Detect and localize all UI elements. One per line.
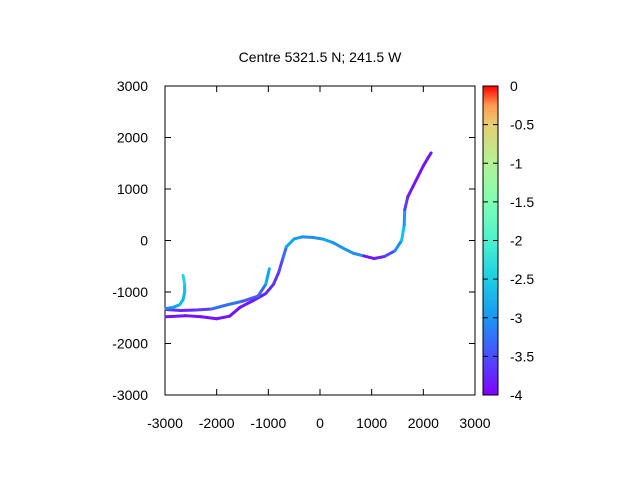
- colorbar-tick-label: -2.5: [510, 271, 534, 287]
- track-segment: [256, 282, 268, 298]
- track-segment: [416, 164, 425, 178]
- track-segment: [241, 294, 260, 303]
- track-segment: [362, 254, 376, 261]
- colorbar-tick-label: 0: [510, 78, 518, 94]
- y-tick-label: 0: [140, 233, 148, 249]
- track-segment: [400, 223, 406, 242]
- y-tick-label: 2000: [117, 130, 148, 146]
- track-segment: [281, 245, 288, 261]
- colorbar-tick-label: -0.5: [510, 117, 534, 133]
- y-tick-label: 1000: [117, 181, 148, 197]
- track-segment: [421, 155, 430, 168]
- x-tick-label: 3000: [459, 415, 490, 431]
- track-segment: [225, 299, 244, 307]
- x-tick-label: 2000: [408, 415, 439, 431]
- track-segment: [210, 303, 229, 311]
- colorbar-tick-label: -4: [510, 387, 523, 403]
- chart-title: Centre 5321.5 N; 241.5 W: [239, 49, 402, 65]
- y-tick-label: -3000: [112, 387, 148, 403]
- track-segment: [393, 239, 404, 253]
- track-segment: [310, 235, 325, 241]
- track-segment: [402, 208, 407, 227]
- track-segment: [179, 308, 198, 313]
- track-segment: [251, 292, 268, 303]
- track-segment: [181, 274, 187, 286]
- track-segment: [238, 299, 255, 309]
- track-segment: [372, 254, 387, 261]
- track-segment: [184, 314, 203, 319]
- track-segment: [352, 251, 366, 258]
- track-segment: [300, 235, 314, 239]
- y-tick-label: -1000: [112, 284, 148, 300]
- y-tick-label: -2000: [112, 336, 148, 352]
- track-segment: [383, 249, 397, 258]
- track-segment: [272, 270, 281, 286]
- y-tick-label: 3000: [117, 78, 148, 94]
- track-segment: [403, 195, 410, 212]
- plot-frame: [164, 85, 476, 396]
- colorbar-tick-label: -3: [510, 310, 523, 326]
- track-segment: [199, 315, 219, 321]
- x-tick-label: -1000: [250, 415, 286, 431]
- track-segment: [331, 241, 345, 250]
- colorbar-tick-label: -3.5: [510, 348, 534, 364]
- track-segment: [277, 257, 285, 274]
- track-segment: [341, 246, 356, 255]
- track-segment: [194, 307, 213, 312]
- x-tick-label: -2000: [199, 415, 235, 431]
- track-segment: [406, 184, 415, 199]
- track-segment: [264, 267, 271, 286]
- colorbar-tick-label: -1: [510, 155, 523, 171]
- x-tick-label: 1000: [356, 415, 387, 431]
- track-segment: [228, 305, 242, 318]
- track-segment: [321, 237, 335, 245]
- track-segment: [427, 151, 433, 159]
- colorbar-tick-label: -1.5: [510, 194, 534, 210]
- track-segment: [164, 314, 188, 319]
- x-tick-label: 0: [316, 415, 324, 431]
- track-segment: [215, 314, 232, 321]
- x-tick-label: -3000: [147, 415, 183, 431]
- track-segment: [411, 174, 420, 188]
- colorbar-tick-label: -2: [510, 233, 523, 249]
- track-segment: [264, 282, 275, 296]
- track-segment: [284, 237, 296, 249]
- track-segment: [164, 308, 182, 313]
